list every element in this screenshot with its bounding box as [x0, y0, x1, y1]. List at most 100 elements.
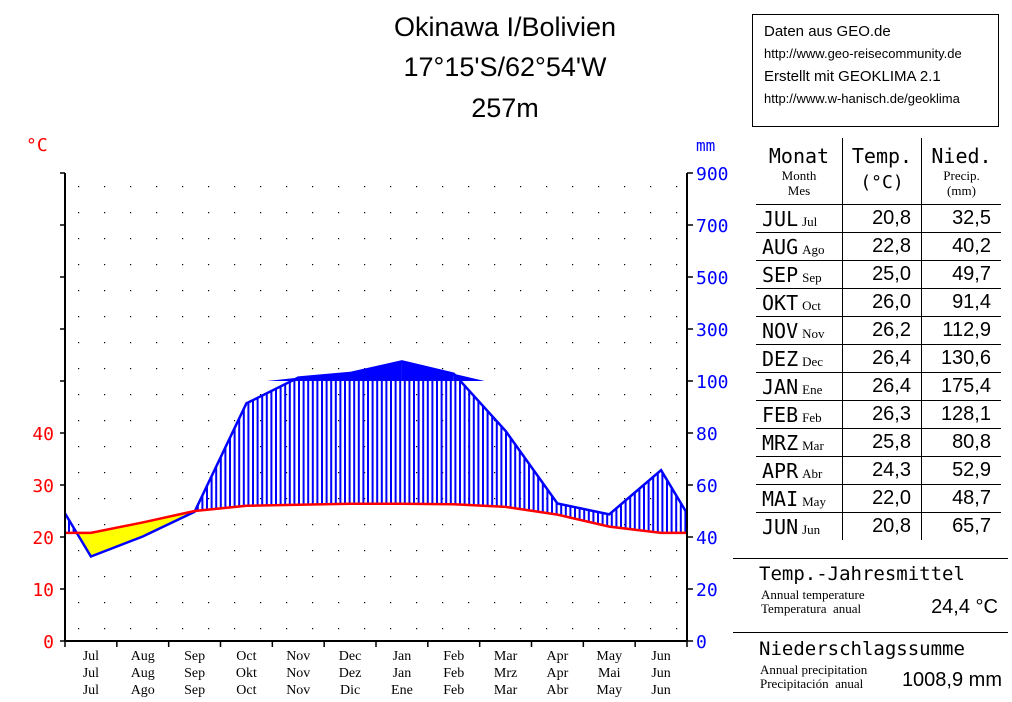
month-es: May [802, 493, 826, 509]
source-line-2: http://www.geo-reisecommunity.de [764, 46, 962, 61]
divider-line [733, 558, 1008, 559]
month-label: Oct [236, 683, 256, 698]
precip-cell: 128,1 [921, 400, 1001, 429]
month-cell: JUN Jun [756, 512, 843, 540]
month-es: Ene [802, 381, 823, 397]
precip-cell: 40,2 [921, 232, 1001, 261]
table-row: AUG Ago 22,8 40,2 [756, 232, 1001, 261]
temp-tick-label: 0 [43, 632, 54, 653]
source-box: Daten aus GEO.de http://www.geo-reisecom… [752, 14, 999, 127]
month-cell: FEB Feb [756, 400, 843, 429]
annual-temp-value: 24,4 °C [931, 596, 998, 618]
month-label: Nov [286, 666, 310, 681]
month-cell: SEP Sep [756, 260, 843, 289]
precipitation-line [63, 360, 689, 559]
month-code: SEP [762, 262, 799, 287]
station-elevation: 257m [471, 93, 539, 123]
header-precip-title: Nied. [931, 144, 992, 168]
temp-cell: 26,0 [842, 288, 922, 317]
temp-cell: 26,4 [842, 344, 922, 373]
precip-cell: 91,4 [921, 288, 1001, 317]
precip-cell: 65,7 [921, 512, 1001, 540]
station-coords: 17°15'S/62°54'W [403, 52, 607, 82]
precip-cell: 48,7 [921, 484, 1001, 513]
axis-labels: 0 10 20 30 40 °C 0 20 40 60 80 100 300 500 700 900 mm Jul… [26, 135, 729, 698]
temp-cell: 26,3 [842, 400, 922, 429]
table-row: SEP Sep 25,0 49,7 [756, 260, 1001, 289]
annual-temperature: Temp.-Jahresmittel Annual temperature Te… [733, 563, 1008, 631]
month-label: Aug [131, 649, 155, 664]
month-label: Mar [494, 649, 518, 664]
temp-cell: 22,8 [842, 232, 922, 261]
header-precip-sub2: (mm) [947, 183, 976, 198]
header-precip-sub1: Precip. [943, 168, 980, 183]
month-es: Sep [802, 269, 822, 285]
precip-cell: 175,4 [921, 372, 1001, 401]
temp-cell: 26,4 [842, 372, 922, 401]
month-code: AUG [762, 234, 799, 259]
month-code: MAI [762, 486, 799, 511]
table-row: MRZ Mar 25,8 80,8 [756, 428, 1001, 457]
month-label: Mrz [494, 666, 517, 681]
month-label: Jul [83, 683, 99, 698]
month-cell: NOV Nov [756, 316, 843, 345]
annual-precip-sub1: Annual precipitation [760, 662, 868, 677]
month-es: Jul [802, 213, 818, 229]
humid-area [68, 361, 687, 533]
month-label: Apr [547, 649, 569, 664]
precip-unit-label: mm [696, 136, 715, 155]
station-name: Okinawa I/Bolivien [393, 12, 617, 42]
temp-cell: 20,8 [842, 204, 922, 233]
month-label: Dic [340, 683, 360, 698]
month-label: Jun [651, 649, 670, 664]
annual-precip-sub2: Precipitación anual [760, 676, 864, 691]
annual-temp-heading: Temp.-Jahresmittel [759, 563, 965, 585]
month-code: JAN [762, 374, 799, 399]
month-cell: OKT Oct [756, 288, 843, 317]
table-header: Monat Month Mes Temp. (°C) Nied. Precip.… [756, 138, 1001, 205]
month-label: Oct [236, 649, 256, 664]
perhumid-area [350, 361, 402, 381]
month-label: Jan [393, 649, 412, 664]
month-cell: JAN Ene [756, 372, 843, 401]
source-line-4: http://www.w-hanisch.de/geoklima [764, 91, 960, 106]
precip-tick-label: 500 [696, 268, 729, 289]
source-line-1: Daten aus GEO.de [764, 23, 891, 40]
month-code: MRZ [762, 430, 799, 455]
month-label: Ago [131, 683, 155, 698]
temp-cell: 25,0 [842, 260, 922, 289]
temp-cell: 22,0 [842, 484, 922, 513]
month-cell: MRZ Mar [756, 428, 843, 457]
header-month-sub1: Month [781, 168, 817, 183]
temp-cell: 25,8 [842, 428, 922, 457]
temp-cell: 24,3 [842, 456, 922, 485]
temperature-line [65, 502, 687, 535]
month-label: Feb [443, 683, 464, 698]
month-code: DEZ [762, 346, 799, 371]
header-precip: Nied. Precip. (mm) [921, 138, 1001, 205]
table-row: OKT Oct 26,0 91,4 [756, 288, 1001, 317]
temp-tick-label: 10 [32, 580, 54, 601]
month-label: Mar [494, 683, 518, 698]
temp-tick-label: 30 [32, 476, 54, 497]
temp-tick-label: 20 [32, 528, 54, 549]
month-label: Sep [184, 683, 205, 698]
month-code: FEB [762, 402, 799, 427]
month-cell: JUL Jul [756, 204, 843, 233]
precip-tick-label: 300 [696, 320, 729, 341]
temp-cell: 20,8 [842, 512, 922, 540]
precip-tick-label: 40 [696, 528, 718, 549]
axes [60, 172, 693, 647]
month-label: Aug [131, 666, 155, 681]
table-row: FEB Feb 26,3 128,1 [756, 400, 1001, 429]
month-label: Dec [339, 649, 362, 664]
month-cell: MAI May [756, 484, 843, 513]
table-row: JUL Jul 20,8 32,5 [756, 204, 1001, 233]
month-es: Nov [802, 325, 825, 341]
month-label: Jun [651, 683, 670, 698]
month-label: Abr [547, 683, 569, 698]
temp-unit-label: °C [26, 135, 48, 156]
precip-cell: 49,7 [921, 260, 1001, 289]
month-cell: APR Abr [756, 456, 843, 485]
